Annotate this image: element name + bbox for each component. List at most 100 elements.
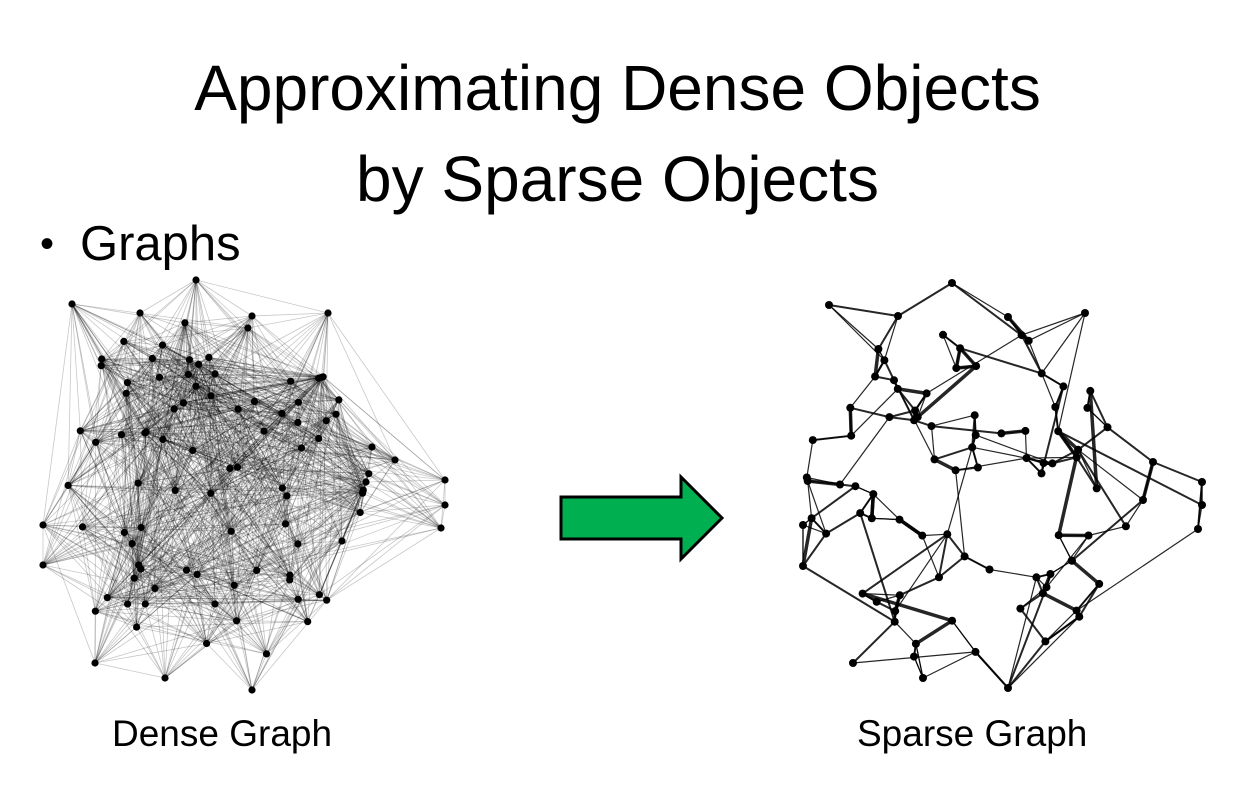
graph-edge	[140, 527, 237, 622]
graph-edge	[133, 359, 190, 579]
graph-edge	[192, 364, 199, 451]
graph-edge	[214, 373, 337, 415]
graph-edge	[154, 579, 290, 589]
graph-edge	[71, 303, 235, 586]
graph-edge	[131, 431, 147, 544]
graph-edge	[247, 327, 265, 432]
graph-edge	[183, 364, 199, 404]
graph-node	[250, 397, 259, 405]
graph-edge	[210, 492, 299, 545]
graph-edge	[229, 468, 361, 513]
graph-edge	[159, 376, 283, 414]
graph-edge	[326, 527, 442, 601]
graph-edge	[247, 327, 299, 403]
graph-edge	[101, 358, 190, 361]
graph-edge	[144, 322, 186, 434]
graph-edge	[237, 408, 320, 595]
graph-edge	[162, 344, 212, 397]
graph-edge	[133, 578, 146, 605]
graph-edge	[138, 450, 194, 566]
graph-edge	[164, 643, 207, 679]
graph-edge	[67, 431, 147, 486]
graph-edge	[106, 312, 329, 598]
graph-edge	[198, 363, 319, 439]
graph-edge	[1041, 372, 1064, 387]
graph-edge	[210, 312, 329, 397]
graph-edge	[138, 401, 299, 484]
graph-edge	[196, 376, 324, 575]
graph-edge	[67, 485, 139, 566]
graph-edge	[173, 408, 232, 532]
graph-edge	[289, 579, 320, 596]
graph-node	[1041, 637, 1050, 646]
graph-edge	[825, 512, 861, 535]
graph-edge	[68, 485, 176, 491]
graph-edge	[154, 466, 238, 589]
graph-edge	[154, 327, 249, 589]
graph-edge	[183, 402, 396, 461]
graph-edge	[230, 530, 327, 601]
graph-edge	[134, 489, 364, 579]
graph-edge	[173, 364, 199, 410]
graph-edge	[192, 380, 291, 451]
graph-node	[286, 571, 294, 579]
graph-edge	[133, 408, 239, 579]
graph-edge	[124, 532, 257, 571]
graph-edge	[106, 597, 166, 679]
graph-node	[985, 565, 994, 574]
graph-edge	[159, 376, 369, 475]
graph-edge	[80, 344, 163, 432]
graph-node	[799, 521, 807, 529]
graph-edge	[237, 376, 324, 468]
dense-graph-nodes	[39, 276, 449, 694]
graph-edge	[82, 526, 156, 589]
graph-edge	[162, 344, 190, 361]
graph-edge	[144, 432, 396, 461]
graph-edge	[139, 279, 197, 314]
graph-edge	[67, 485, 128, 605]
graph-edge	[206, 585, 235, 644]
graph-edge	[237, 408, 291, 581]
graph-edge	[71, 303, 197, 387]
graph-edge	[94, 442, 97, 664]
graph-edge	[1026, 456, 1077, 459]
graph-edge	[297, 422, 343, 542]
graph-edge	[195, 315, 253, 387]
graph-edge	[206, 402, 299, 644]
graph-edge	[231, 512, 361, 532]
graph-edge	[210, 420, 327, 494]
graph-edge	[301, 447, 320, 595]
graph-edge	[208, 357, 283, 489]
graph-edge	[360, 512, 442, 529]
graph-edge	[174, 430, 265, 491]
graph-edge	[162, 386, 197, 440]
graph-edge	[286, 495, 320, 595]
graph-edge	[162, 359, 190, 440]
graph-edge	[1019, 607, 1047, 643]
graph-edge	[192, 450, 286, 525]
graph-node	[1083, 403, 1092, 412]
graph-edge	[210, 376, 322, 397]
graph-edge	[208, 315, 253, 358]
graph-edge	[127, 382, 212, 494]
graph-edge	[42, 430, 265, 566]
graph-edge	[256, 431, 265, 571]
graph-edge	[144, 432, 156, 589]
graph-edge	[123, 341, 216, 375]
graph-edge	[229, 468, 369, 475]
graph-edge	[173, 408, 235, 586]
graph-edge	[254, 401, 265, 432]
graph-edge	[95, 442, 207, 644]
graph-edge	[82, 526, 142, 528]
graph-edge	[883, 315, 899, 361]
graph-edge	[229, 430, 265, 469]
graph-edge	[101, 344, 163, 367]
graph-edge	[107, 577, 135, 598]
graph-edge	[327, 312, 446, 481]
graph-edge	[229, 376, 324, 469]
graph-edge	[101, 358, 137, 628]
graph-edge	[154, 588, 207, 644]
graph-edge	[95, 441, 290, 581]
graph-edge	[229, 413, 337, 469]
graph-edge	[162, 402, 184, 440]
